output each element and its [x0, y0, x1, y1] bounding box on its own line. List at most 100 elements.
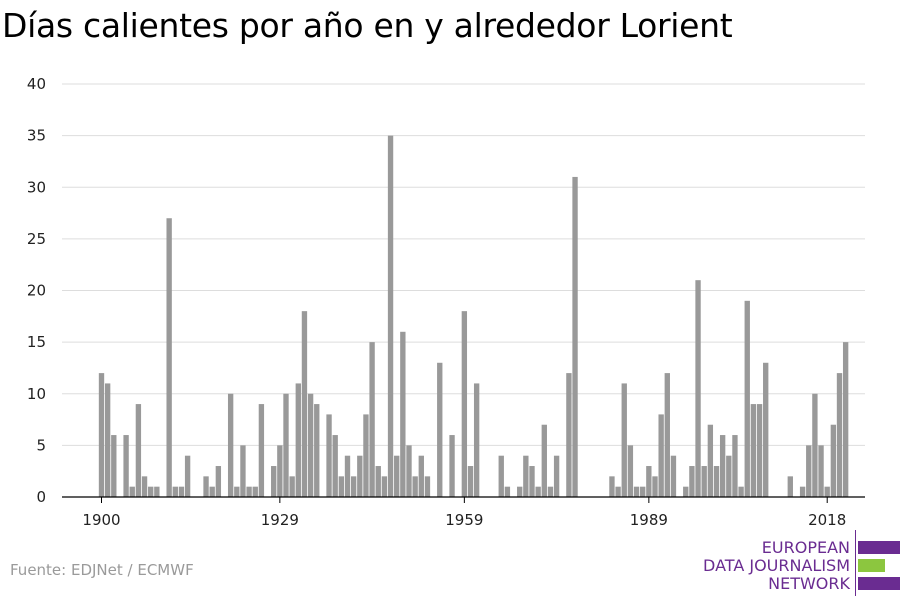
bar-2003 [732, 435, 738, 497]
bar-1961 [473, 383, 480, 497]
bar-2001 [719, 435, 726, 497]
bar-2008 [763, 362, 769, 497]
bar-1993 [670, 455, 677, 497]
bar-1968 [517, 486, 523, 497]
bar-1907 [141, 476, 148, 497]
bar-1906 [135, 404, 142, 497]
bar-2004 [738, 486, 744, 497]
bar-1997 [695, 280, 701, 497]
bar-1945 [375, 466, 381, 497]
y-tick-label: 25 [27, 230, 46, 248]
bar-1987 [633, 486, 640, 497]
bar-1991 [658, 414, 664, 497]
bar-1995 [683, 486, 689, 497]
bar-1905 [129, 486, 135, 497]
bar-1983 [609, 476, 615, 497]
bar-1957 [449, 435, 455, 497]
bar-1948 [394, 455, 400, 497]
bar-1935 [314, 404, 320, 497]
bar-1913 [178, 486, 185, 497]
bar-1930 [283, 393, 289, 497]
bar-1929 [277, 445, 283, 497]
bar-1940 [344, 455, 351, 497]
bar-2014 [799, 486, 806, 497]
bar-1955 [437, 362, 443, 497]
bar-1926 [258, 404, 265, 497]
bar-1960 [467, 466, 474, 497]
bar-1938 [332, 435, 338, 497]
source-note: Fuente: EDJNet / ECMWF [10, 561, 194, 579]
bar-2020 [836, 373, 843, 497]
y-tick-label: 15 [27, 333, 46, 351]
bar-1953 [424, 476, 431, 497]
y-tick-label: 40 [27, 75, 46, 93]
bar-1914 [184, 455, 191, 497]
bar-1998 [701, 466, 707, 497]
y-tick-label: 5 [36, 436, 46, 454]
bar-1970 [529, 466, 535, 497]
bar-1928 [271, 466, 277, 497]
bar-1918 [209, 486, 215, 497]
bar-2019 [830, 424, 837, 497]
bar-1966 [504, 486, 511, 497]
bar-1932 [295, 383, 301, 497]
bar-1977 [572, 176, 578, 498]
bar-1902 [111, 435, 117, 497]
bar-1909 [154, 486, 160, 497]
bar-1973 [547, 486, 554, 497]
bar-1939 [338, 476, 345, 497]
bar-1976 [566, 373, 572, 497]
y-tick-label: 10 [27, 385, 46, 403]
bar-2015 [806, 445, 812, 497]
bar-1942 [357, 455, 363, 497]
y-tick-label: 30 [27, 178, 46, 196]
y-tick-label: 0 [36, 488, 46, 506]
bar-2002 [726, 455, 732, 497]
bar-1986 [627, 445, 634, 497]
bar-1943 [363, 414, 369, 497]
x-tick-label: 1900 [82, 511, 120, 529]
bar-2006 [750, 404, 757, 497]
bar-1947 [387, 135, 394, 497]
bar-1911 [166, 218, 172, 497]
chart-title: Días calientes por año en y alrededor Lo… [2, 6, 733, 45]
bar-2000 [713, 466, 720, 497]
bar-2007 [756, 404, 763, 497]
bar-1950 [406, 445, 412, 497]
bar-1949 [400, 331, 406, 497]
bar-1974 [553, 455, 560, 497]
bar-2017 [818, 445, 824, 497]
bar-1972 [541, 424, 547, 497]
bar-1931 [289, 476, 295, 497]
x-tick-label: 1929 [261, 511, 299, 529]
x-axis-ticks: 1900 1929 1959 1989 2018 [82, 497, 846, 529]
bar-2018 [824, 486, 830, 497]
bar-2016 [812, 393, 818, 497]
bar-1908 [148, 486, 154, 497]
bar-1985 [621, 383, 627, 497]
x-tick-label: 1989 [630, 511, 668, 529]
bar-1919 [215, 466, 222, 497]
bar-1969 [523, 455, 529, 497]
bar-2012 [787, 476, 793, 497]
bar-1990 [652, 476, 658, 497]
x-tick-label: 1959 [445, 511, 483, 529]
bar-1924 [246, 486, 252, 497]
bar-2021 [842, 342, 849, 497]
bar-1900 [98, 373, 105, 497]
x-tick-label: 2018 [808, 511, 846, 529]
bar-2005 [744, 300, 750, 497]
bar-1941 [350, 476, 357, 497]
bar-1922 [234, 486, 240, 497]
bar-1912 [172, 486, 178, 497]
bar-1901 [104, 383, 111, 497]
bar-1992 [664, 373, 670, 497]
bar-1944 [369, 342, 375, 497]
bar-1937 [326, 414, 332, 497]
bar-1925 [252, 486, 258, 497]
bar-1946 [381, 476, 388, 497]
bar-1984 [615, 486, 621, 497]
bar-1959 [461, 311, 468, 497]
bar-1999 [707, 424, 714, 497]
